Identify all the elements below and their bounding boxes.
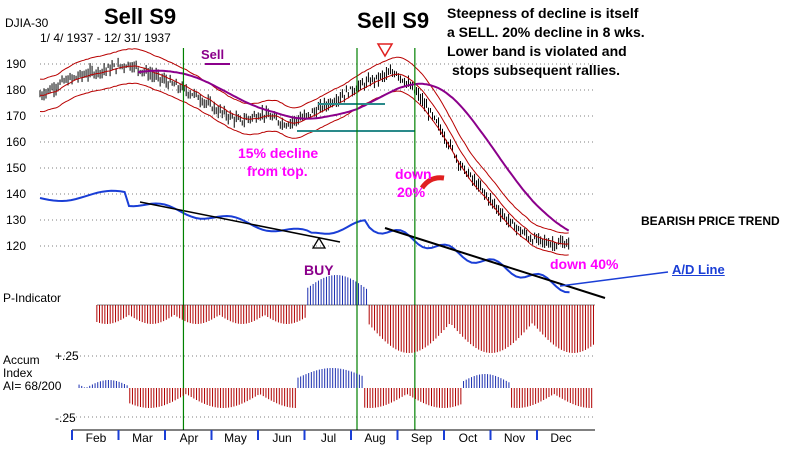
x-tick-label: Aug <box>364 431 385 445</box>
y-tick-label: 150 <box>6 161 26 175</box>
x-tick-label: Jul <box>321 431 336 445</box>
ad-pointer-line <box>559 271 669 287</box>
accum-index-label-3: AI= 68/200 <box>3 379 62 393</box>
x-tick-label: Mar <box>132 431 153 445</box>
y-tick-label: 160 <box>6 135 26 149</box>
bearish-trend-label: BEARISH PRICE TREND <box>641 214 780 228</box>
sell-small-label: Sell <box>201 47 225 62</box>
date-range-label: 1/ 4/ 1937 - 12/ 31/ 1937 <box>40 31 171 45</box>
trend-line-2 <box>384 227 606 299</box>
commentary-line-3: Lower band is violated and <box>447 43 627 59</box>
upper-band <box>39 48 569 234</box>
sell-s9-label-2: Sell S9 <box>357 8 430 33</box>
x-tick-label: Nov <box>504 431 525 445</box>
x-tick-label: Jun <box>272 431 291 445</box>
down-20-arrow <box>419 175 445 190</box>
y-tick-label: 120 <box>6 239 26 253</box>
decline-15-label-1: 15% decline <box>238 145 319 161</box>
sell-down-arrow <box>376 43 394 58</box>
down-20-label-2: 20% <box>397 184 426 200</box>
x-tick-label: Sep <box>411 431 433 445</box>
y-tick-label: 130 <box>6 213 26 227</box>
accum-index-label-1: Accum <box>3 353 40 367</box>
x-tick-label: Dec <box>550 431 571 445</box>
trend-line-1 <box>139 201 341 243</box>
x-tick-label: Apr <box>180 431 199 445</box>
y-tick-label: 180 <box>6 83 26 97</box>
ticker-label: DJIA-30 <box>5 16 49 30</box>
x-tick-label: May <box>224 431 247 445</box>
x-tick-label: Oct <box>459 431 478 445</box>
lower-band <box>39 82 569 256</box>
commentary-line-4: stops subsequent rallies. <box>452 62 621 78</box>
sell-s9-label-1: Sell S9 <box>104 4 177 29</box>
long-moving-average <box>137 69 570 232</box>
buy-label: BUY <box>304 262 334 278</box>
commentary-line-1: Steepness of decline is itself <box>447 5 639 21</box>
down-20-label-1: down <box>395 166 432 182</box>
down-40-label: down 40% <box>550 256 619 272</box>
decline-15-label-2: from top. <box>247 163 308 179</box>
accum-minus-label: -.25 <box>55 411 76 425</box>
ad-line <box>39 189 570 294</box>
x-tick-label: Feb <box>86 431 107 445</box>
y-tick-label: 170 <box>6 109 26 123</box>
buy-up-arrow <box>311 236 327 249</box>
accum-index-label-2: Index <box>3 366 33 380</box>
y-tick-label: 190 <box>6 57 26 71</box>
ad-line-label: A/D Line <box>672 262 725 277</box>
moving-average <box>39 65 569 245</box>
commentary-line-2: a SELL. 20% decline in 8 wks. <box>447 24 645 40</box>
p-indicator-label: P-Indicator <box>3 291 62 305</box>
y-tick-label: 140 <box>6 187 26 201</box>
accum-plus-label: +.25 <box>55 349 79 363</box>
